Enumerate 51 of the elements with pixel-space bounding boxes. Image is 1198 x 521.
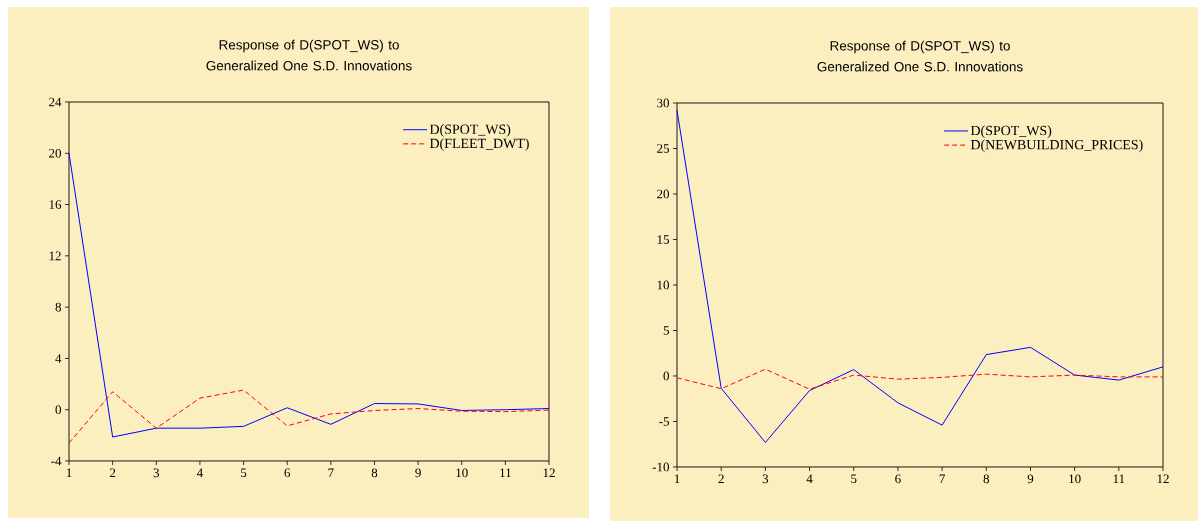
y-tick-label: 30: [657, 98, 669, 108]
y-tick-label: 15: [657, 235, 669, 244]
x-tick-label: 10: [456, 468, 468, 478]
y-tick-label: 24: [49, 97, 62, 107]
legend-label: D(FLEET_DWT): [429, 138, 529, 151]
legend-label: D(NEWBUILDING_PRICES): [970, 139, 1143, 153]
x-tick-label: 12: [543, 468, 555, 478]
y-tick-label: 8: [55, 302, 61, 312]
x-tick-label: 4: [806, 474, 813, 484]
x-tick-label: 5: [851, 474, 857, 484]
x-tick-label: 6: [284, 468, 291, 478]
chart-title: Response of D(SPOT_WS) to Generalized One S.D. Innovations: [817, 40, 1023, 72]
x-tick-label: 5: [241, 468, 247, 478]
y-tick-label: -10: [652, 462, 669, 472]
x-tick-label: 7: [939, 474, 945, 483]
y-tick-label: 25: [657, 144, 669, 153]
x-tick-label: 3: [762, 474, 769, 484]
x-tick-label: 6: [895, 474, 901, 484]
x-tick-label: 8: [371, 468, 378, 478]
x-tick-label: 11: [500, 468, 511, 478]
x-tick-label: 11: [1113, 474, 1125, 484]
x-tick-label: 8: [983, 474, 990, 484]
chart-title: Response of D(SPOT_WS) to Generalized One S.D. Innovations: [206, 39, 412, 71]
line-series: [68, 389, 550, 444]
y-tick-label: 5: [663, 326, 669, 335]
legend-label: D(SPOT_WS): [970, 125, 1052, 139]
x-tick-label: 9: [415, 468, 421, 478]
x-tick-label: 7: [328, 468, 334, 477]
x-tick-label: 3: [153, 468, 160, 478]
y-tick-label: 20: [49, 148, 61, 158]
line-series: [676, 109, 1164, 443]
y-tick-label: 20: [657, 189, 669, 199]
line-series: [676, 368, 1164, 390]
x-tick-label: 12: [1157, 474, 1169, 484]
legend-label: D(SPOT_WS): [429, 124, 511, 137]
line-series: [68, 152, 550, 438]
y-tick-label: 16: [49, 200, 62, 209]
y-tick-label: -5: [659, 417, 669, 426]
x-tick-label: 4: [196, 468, 203, 478]
x-tick-label: 1: [674, 474, 680, 484]
y-tick-label: 4: [55, 354, 62, 363]
x-tick-label: 2: [109, 468, 116, 478]
y-tick-label: 0: [663, 371, 669, 381]
y-tick-label: -4: [51, 456, 62, 466]
x-tick-label: 1: [66, 468, 72, 478]
x-tick-label: 9: [1027, 474, 1034, 484]
y-tick-label: 12: [49, 251, 61, 261]
y-tick-label: 0: [55, 405, 61, 415]
x-tick-label: 2: [718, 474, 724, 484]
x-tick-label: 10: [1069, 474, 1081, 484]
y-tick-label: 10: [657, 280, 669, 290]
